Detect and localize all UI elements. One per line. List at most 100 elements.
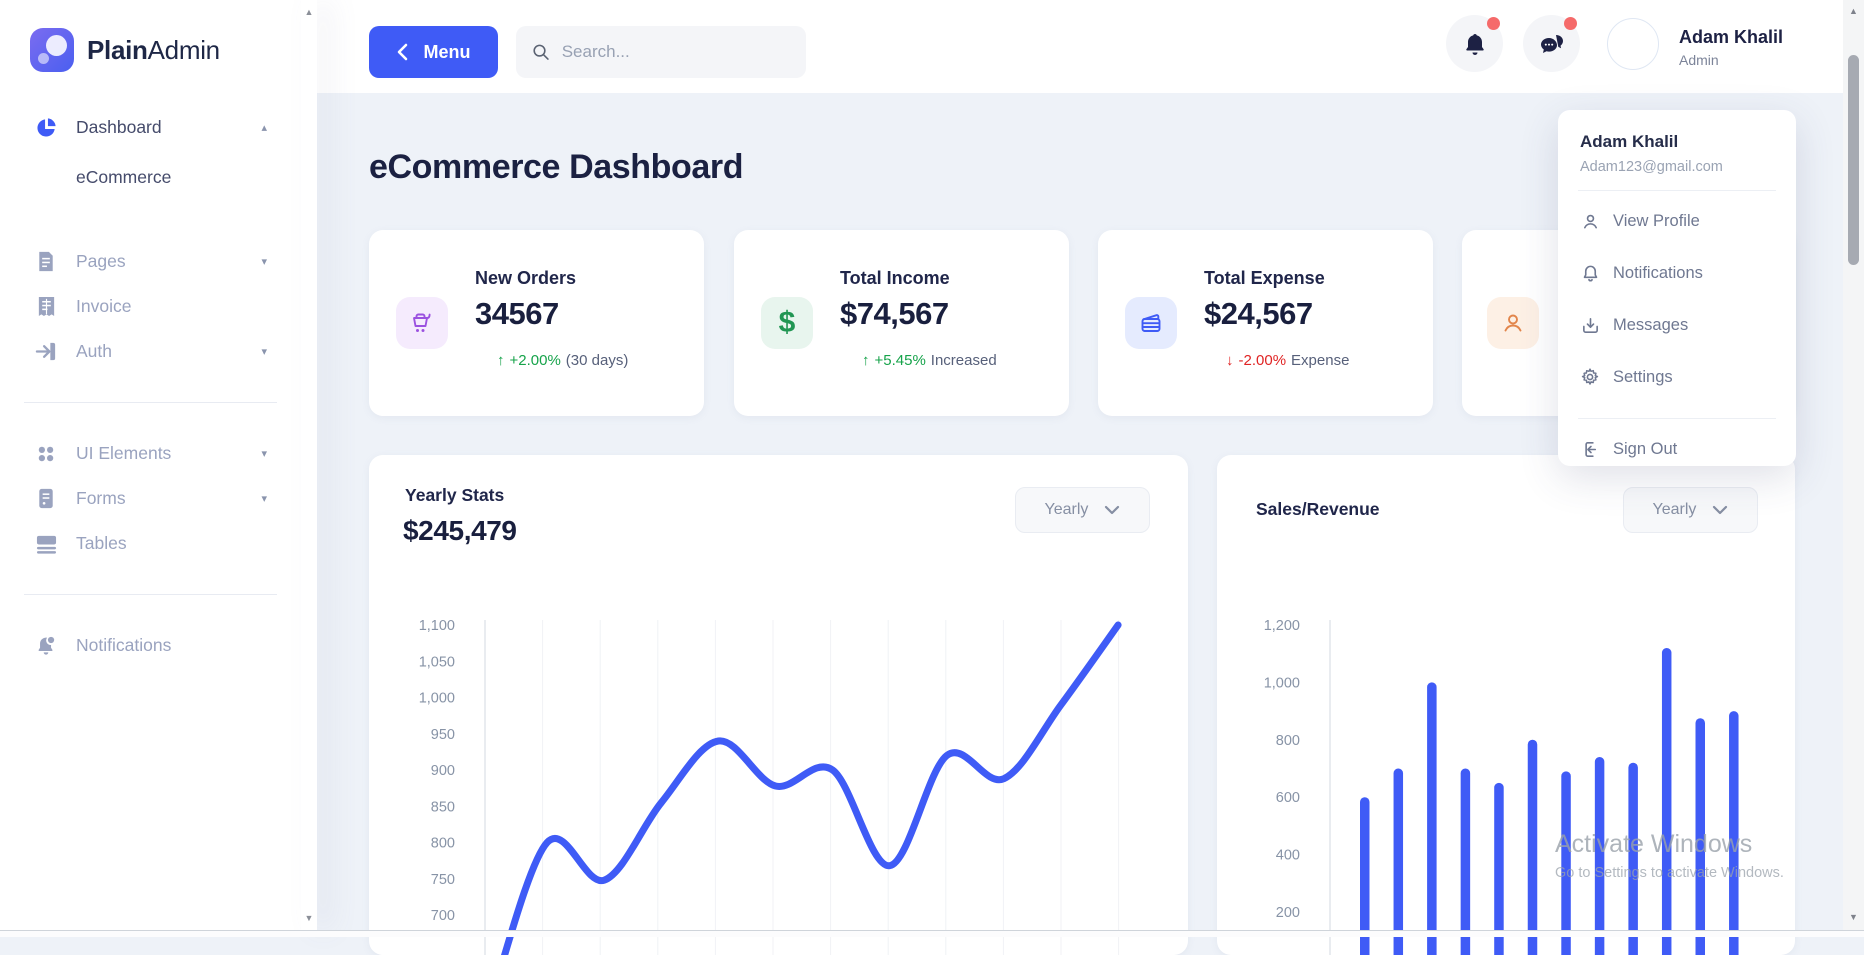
scroll-down-icon[interactable]: ▼	[1843, 912, 1864, 922]
yearly-filter-dropdown[interactable]: Yearly	[1015, 487, 1150, 533]
bell-icon	[1464, 32, 1486, 56]
svg-text:700: 700	[431, 908, 455, 924]
trend-up-icon: ↑	[497, 352, 505, 369]
wallet-icon	[1125, 297, 1177, 349]
caret-up-icon: ▴	[261, 121, 267, 134]
trend-up-icon: ↑	[862, 352, 870, 369]
menu-item-label: View Profile	[1613, 212, 1700, 231]
scroll-down-icon[interactable]: ▼	[301, 912, 317, 924]
sidebar-subitem-ecommerce[interactable]: eCommerce	[0, 155, 301, 199]
yearly-filter-dropdown[interactable]: Yearly	[1623, 487, 1758, 533]
sidebar-item-label: Dashboard	[76, 117, 162, 138]
menu-item-sign-out[interactable]: Sign Out	[1580, 423, 1774, 475]
search-icon	[532, 42, 550, 62]
person-icon	[1580, 211, 1600, 231]
caret-down-icon: ▾	[261, 447, 267, 460]
card-trend: ↑+5.45%Increased	[862, 352, 997, 369]
user-avatar[interactable]	[1607, 18, 1659, 70]
divider	[1578, 418, 1776, 419]
card-trend: ↑+2.00%(30 days)	[497, 352, 628, 369]
chevron-down-icon	[1712, 505, 1728, 515]
scroll-up-icon[interactable]: ▲	[1843, 6, 1864, 16]
sidebar-item-label: Forms	[76, 488, 126, 509]
svg-text:200: 200	[1276, 905, 1300, 921]
sidebar-item-label: Auth	[76, 341, 112, 362]
divider	[24, 402, 277, 403]
svg-text:850: 850	[431, 799, 455, 815]
svg-text:400: 400	[1276, 848, 1300, 864]
menu-item-label: Notifications	[1613, 264, 1703, 283]
dropdown-user-name: Adam Khalil	[1580, 132, 1774, 152]
user-name: Adam Khalil	[1679, 27, 1783, 48]
page-scrollbar[interactable]: ▲ ▼	[1843, 0, 1864, 930]
profile-dropdown-menu: Adam Khalil Adam123@gmail.com View Profi…	[1558, 110, 1796, 466]
plainadmin-logo-icon	[30, 28, 74, 72]
message-dot	[1564, 17, 1577, 30]
sidebar-item-label: Pages	[76, 251, 126, 272]
grid-dots-icon	[34, 442, 58, 466]
search-box	[516, 26, 806, 78]
form-icon	[34, 487, 58, 511]
sidebar-item-invoice[interactable]: Invoice	[0, 284, 301, 329]
pie-chart-icon	[34, 116, 58, 140]
sidebar-item-label: UI Elements	[76, 443, 171, 464]
menu-item-settings[interactable]: Settings	[1580, 351, 1774, 403]
card-trend: ↓-2.00%Expense	[1226, 352, 1349, 369]
sidebar-item-pages[interactable]: Pages▾	[0, 239, 301, 284]
sidebar-item-ui-elements[interactable]: UI Elements ▾	[0, 431, 301, 476]
caret-down-icon: ▾	[261, 345, 267, 358]
svg-text:800: 800	[431, 836, 455, 852]
svg-text:600: 600	[1276, 790, 1300, 806]
invoice-icon	[34, 295, 58, 319]
svg-text:900: 900	[431, 763, 455, 779]
messages-button[interactable]	[1523, 15, 1580, 72]
divider	[1578, 190, 1776, 191]
svg-text:1,000: 1,000	[1264, 675, 1300, 691]
stat-card-new-orders: New Orders 34567 ↑+2.00%(30 days)	[369, 230, 704, 416]
card-value: 34567	[475, 296, 559, 332]
bell-badge-icon	[34, 634, 58, 658]
card-title: New Orders	[475, 268, 576, 289]
sidebar-item-dashboard[interactable]: Dashboard ▴	[0, 105, 301, 150]
search-input[interactable]	[562, 42, 790, 62]
sidebar-scrollbar[interactable]: ▲ ▼	[301, 0, 317, 930]
svg-text:1,050: 1,050	[419, 654, 455, 670]
scroll-up-icon[interactable]: ▲	[301, 6, 317, 18]
bell-outline-icon	[1580, 263, 1600, 283]
notifications-button[interactable]	[1446, 15, 1503, 72]
document-icon	[34, 250, 58, 274]
svg-text:950: 950	[431, 727, 455, 743]
card-value: $24,567	[1204, 296, 1313, 332]
menu-item-notifications[interactable]: Notifications	[1580, 247, 1774, 299]
sidebar-item-forms[interactable]: Forms▾	[0, 476, 301, 521]
inbox-icon	[1580, 315, 1600, 335]
svg-text:800: 800	[1276, 733, 1300, 749]
sidebar-item-label: Notifications	[76, 635, 171, 656]
chart-total-value: $245,479	[403, 515, 517, 547]
sidebar-item-auth[interactable]: Auth ▾	[0, 329, 301, 374]
sign-in-icon	[34, 340, 58, 364]
scrollbar-thumb[interactable]	[1848, 55, 1859, 265]
brand-logo[interactable]: PlainAdmin	[30, 28, 220, 72]
table-icon	[34, 532, 58, 556]
sidebar-item-notifications[interactable]: Notifications	[0, 623, 301, 668]
menu-toggle-button[interactable]: Menu	[369, 26, 498, 78]
gear-icon	[1580, 367, 1600, 387]
stat-card-total-income: $ Total Income $74,567 ↑+5.45%Increased	[734, 230, 1069, 416]
svg-text:1,100: 1,100	[419, 618, 455, 634]
chat-icon	[1539, 32, 1565, 56]
menu-button-label: Menu	[424, 42, 471, 63]
menu-item-label: Settings	[1613, 368, 1673, 387]
menu-item-view-profile[interactable]: View Profile	[1580, 195, 1774, 247]
sidebar-item-tables[interactable]: Tables	[0, 521, 301, 566]
person-icon	[1487, 297, 1539, 349]
chevron-down-icon	[1104, 505, 1120, 515]
divider	[24, 594, 277, 595]
menu-item-messages[interactable]: Messages	[1580, 299, 1774, 351]
card-title: Total Expense	[1204, 268, 1325, 289]
svg-text:1,000: 1,000	[419, 691, 455, 707]
trend-down-icon: ↓	[1226, 352, 1234, 369]
user-menu-trigger[interactable]: Adam Khalil Admin	[1679, 27, 1783, 68]
